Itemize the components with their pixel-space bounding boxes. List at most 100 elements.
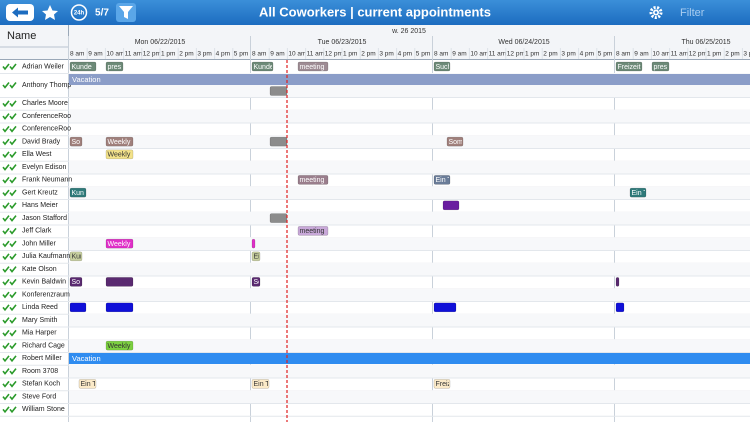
- check-icon[interactable]: [9, 266, 17, 273]
- check-icon[interactable]: [9, 393, 17, 401]
- check-icon[interactable]: [9, 113, 17, 120]
- check-icon[interactable]: [9, 355, 17, 363]
- check-icon[interactable]: [2, 215, 10, 222]
- appointment[interactable]: [297, 61, 329, 72]
- vacation-bar[interactable]: [69, 353, 750, 364]
- favorites-icon[interactable]: [42, 5, 58, 20]
- check-icon[interactable]: [9, 82, 17, 89]
- appointment[interactable]: [433, 379, 451, 389]
- check-icon[interactable]: [2, 125, 10, 133]
- appointment[interactable]: [69, 277, 83, 287]
- check-icon[interactable]: [2, 380, 10, 388]
- check-icon[interactable]: [9, 278, 17, 286]
- check-icon[interactable]: [9, 63, 17, 71]
- appointment[interactable]: [105, 277, 134, 287]
- appointment[interactable]: [69, 251, 83, 262]
- check-icon[interactable]: [9, 164, 17, 171]
- check-icon[interactable]: [9, 176, 17, 184]
- check-icon[interactable]: [2, 164, 10, 171]
- check-icon[interactable]: [2, 176, 10, 184]
- check-icon[interactable]: [2, 355, 10, 363]
- check-icon[interactable]: [2, 100, 10, 108]
- clock-icon[interactable]: [70, 4, 88, 21]
- check-icon[interactable]: [2, 63, 10, 71]
- check-icon[interactable]: [2, 113, 10, 120]
- appointment[interactable]: [433, 302, 457, 313]
- appointment[interactable]: [251, 379, 270, 389]
- check-icon[interactable]: [2, 138, 10, 146]
- appointment[interactable]: [105, 149, 134, 160]
- check-icon[interactable]: [9, 189, 17, 197]
- check-icon[interactable]: [2, 278, 10, 286]
- check-icon[interactable]: [2, 342, 10, 350]
- check-icon[interactable]: [2, 266, 10, 273]
- badge[interactable]: 5/7: [95, 8, 109, 19]
- check-icon[interactable]: [9, 406, 17, 414]
- check-icon[interactable]: [2, 240, 10, 248]
- check-icon[interactable]: [2, 189, 10, 197]
- appointment[interactable]: [442, 200, 460, 211]
- back-button[interactable]: [6, 4, 34, 21]
- appointment[interactable]: [251, 277, 261, 287]
- vacation-label: Vacation: [72, 75, 101, 84]
- appointment[interactable]: [446, 136, 464, 147]
- check-icon[interactable]: [9, 240, 17, 248]
- check-icon[interactable]: [9, 342, 17, 350]
- appointment[interactable]: [615, 302, 625, 313]
- check-icon[interactable]: [2, 82, 10, 89]
- check-icon[interactable]: [9, 304, 17, 312]
- appointment[interactable]: [251, 238, 256, 249]
- appointment[interactable]: [433, 175, 451, 185]
- check-icon[interactable]: [2, 317, 10, 324]
- appointment[interactable]: [69, 187, 87, 198]
- appointment[interactable]: [105, 340, 134, 351]
- appointment[interactable]: [105, 136, 134, 147]
- check-icon[interactable]: [9, 368, 17, 375]
- appointment[interactable]: [269, 136, 288, 147]
- check-icon[interactable]: [2, 202, 10, 210]
- check-icon[interactable]: [9, 227, 17, 235]
- appointment[interactable]: [105, 238, 134, 249]
- check-icon[interactable]: [2, 368, 10, 375]
- check-icon[interactable]: [9, 253, 17, 261]
- check-icon[interactable]: [9, 291, 17, 299]
- check-icon[interactable]: [9, 317, 17, 324]
- check-icon[interactable]: [9, 215, 17, 222]
- appointment[interactable]: [251, 251, 261, 262]
- check-icon[interactable]: [2, 291, 10, 299]
- appointment[interactable]: [615, 61, 643, 72]
- appointment[interactable]: [629, 187, 647, 198]
- check-icon[interactable]: [9, 380, 17, 388]
- filter-field[interactable]: Filter: [680, 7, 705, 19]
- appointment[interactable]: [69, 61, 97, 72]
- check-icon[interactable]: [9, 100, 17, 108]
- appointment-label: So: [72, 279, 81, 286]
- appointment[interactable]: [251, 61, 274, 72]
- appointment[interactable]: [78, 379, 97, 389]
- check-icon[interactable]: [2, 253, 10, 261]
- appointment[interactable]: [69, 302, 87, 313]
- check-icon[interactable]: [9, 151, 17, 159]
- appointment[interactable]: [297, 226, 329, 236]
- appointment[interactable]: [269, 86, 288, 96]
- check-icon[interactable]: [2, 406, 10, 414]
- appointment[interactable]: [651, 61, 670, 72]
- appointment[interactable]: [615, 277, 620, 287]
- check-icon[interactable]: [2, 304, 10, 312]
- check-icon[interactable]: [9, 202, 17, 210]
- check-icon[interactable]: [2, 329, 10, 337]
- appointment[interactable]: [297, 175, 329, 185]
- appointment[interactable]: [105, 61, 124, 72]
- vacation-bar[interactable]: [69, 74, 750, 85]
- check-icon[interactable]: [2, 151, 10, 159]
- appointment[interactable]: [269, 213, 288, 223]
- appointment[interactable]: [69, 136, 83, 147]
- appointment[interactable]: [433, 61, 451, 72]
- appointment[interactable]: [105, 302, 134, 313]
- check-icon[interactable]: [2, 393, 10, 401]
- check-icon[interactable]: [9, 138, 17, 146]
- settings-icon[interactable]: [649, 6, 663, 19]
- check-icon[interactable]: [2, 227, 10, 235]
- check-icon[interactable]: [9, 329, 17, 337]
- check-icon[interactable]: [9, 125, 17, 133]
